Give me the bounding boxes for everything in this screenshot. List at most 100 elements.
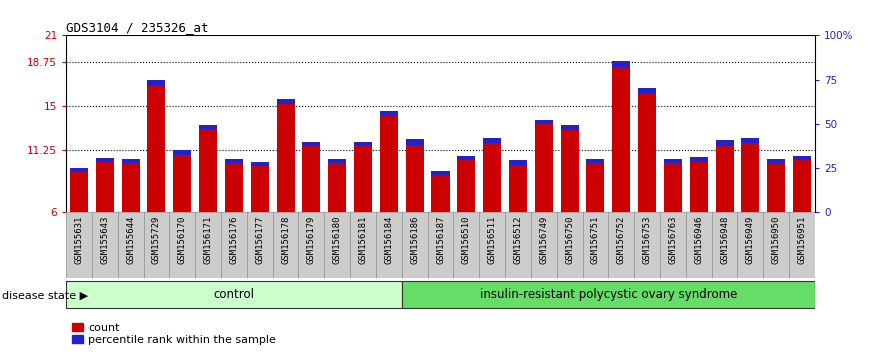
Legend: count, percentile rank within the sample: count, percentile rank within the sample bbox=[71, 323, 276, 345]
Bar bbox=[405, 139, 424, 144]
Bar bbox=[638, 88, 656, 94]
Bar bbox=[454, 212, 479, 278]
Bar bbox=[664, 159, 682, 164]
Text: GDS3104 / 235326_at: GDS3104 / 235326_at bbox=[66, 21, 209, 34]
Bar bbox=[302, 142, 321, 212]
Bar bbox=[432, 171, 449, 212]
Bar bbox=[690, 157, 707, 162]
Text: GSM156950: GSM156950 bbox=[772, 216, 781, 264]
Text: GSM156951: GSM156951 bbox=[797, 216, 806, 264]
Text: GSM156512: GSM156512 bbox=[514, 216, 522, 264]
Bar bbox=[690, 157, 707, 212]
Bar bbox=[402, 281, 815, 308]
Bar bbox=[638, 88, 656, 212]
Bar bbox=[350, 212, 376, 278]
Bar bbox=[560, 125, 579, 130]
Bar bbox=[612, 61, 630, 67]
Text: GSM155729: GSM155729 bbox=[152, 216, 161, 264]
Bar bbox=[505, 212, 531, 278]
Bar bbox=[277, 99, 294, 104]
Bar bbox=[741, 138, 759, 212]
Bar bbox=[509, 160, 527, 165]
Bar bbox=[225, 159, 243, 212]
Bar bbox=[609, 212, 634, 278]
Bar bbox=[793, 156, 811, 160]
Text: GSM156753: GSM156753 bbox=[642, 216, 652, 264]
Text: GSM156949: GSM156949 bbox=[746, 216, 755, 264]
Bar bbox=[712, 212, 737, 278]
Bar bbox=[328, 159, 346, 212]
Bar bbox=[715, 141, 734, 212]
Bar bbox=[380, 111, 398, 212]
Bar bbox=[531, 212, 557, 278]
Bar bbox=[737, 212, 763, 278]
Bar bbox=[169, 212, 196, 278]
Text: GSM156176: GSM156176 bbox=[229, 216, 239, 264]
Bar bbox=[685, 212, 712, 278]
Bar bbox=[660, 212, 685, 278]
Bar bbox=[272, 212, 299, 278]
Text: GSM155643: GSM155643 bbox=[100, 216, 109, 264]
Bar bbox=[354, 142, 372, 212]
Bar bbox=[147, 80, 166, 86]
Bar bbox=[582, 212, 609, 278]
Bar bbox=[767, 159, 785, 164]
Bar bbox=[66, 212, 92, 278]
Bar bbox=[793, 156, 811, 212]
Text: control: control bbox=[213, 288, 255, 301]
Text: GSM156178: GSM156178 bbox=[281, 216, 290, 264]
Text: GSM156751: GSM156751 bbox=[591, 216, 600, 264]
Bar bbox=[92, 212, 118, 278]
Bar bbox=[118, 212, 144, 278]
Bar bbox=[199, 125, 217, 129]
Text: GSM156181: GSM156181 bbox=[359, 216, 367, 264]
Text: GSM156170: GSM156170 bbox=[178, 216, 187, 264]
Bar bbox=[225, 159, 243, 164]
Text: insulin-resistant polycystic ovary syndrome: insulin-resistant polycystic ovary syndr… bbox=[479, 288, 737, 301]
Text: GSM156177: GSM156177 bbox=[255, 216, 264, 264]
Bar bbox=[634, 212, 660, 278]
Bar bbox=[174, 150, 191, 155]
Text: GSM156187: GSM156187 bbox=[436, 216, 445, 264]
Text: GSM156750: GSM156750 bbox=[565, 216, 574, 264]
Bar bbox=[324, 212, 350, 278]
Bar bbox=[457, 156, 476, 212]
Bar bbox=[587, 159, 604, 164]
Bar bbox=[376, 212, 402, 278]
Text: GSM156179: GSM156179 bbox=[307, 216, 316, 264]
Bar bbox=[251, 162, 269, 212]
Bar bbox=[299, 212, 324, 278]
Text: GSM156186: GSM156186 bbox=[411, 216, 419, 264]
Bar bbox=[96, 158, 114, 212]
Text: GSM155644: GSM155644 bbox=[126, 216, 135, 264]
Text: GSM156749: GSM156749 bbox=[539, 216, 548, 264]
Text: GSM156752: GSM156752 bbox=[617, 216, 626, 264]
Bar bbox=[587, 159, 604, 212]
Bar bbox=[557, 212, 582, 278]
Bar bbox=[741, 138, 759, 143]
Bar bbox=[432, 171, 449, 175]
Text: GSM156763: GSM156763 bbox=[669, 216, 677, 264]
Bar bbox=[302, 142, 321, 146]
Text: GSM156510: GSM156510 bbox=[462, 216, 470, 264]
Bar bbox=[70, 167, 88, 212]
Bar bbox=[560, 125, 579, 212]
Bar bbox=[147, 80, 166, 212]
Bar bbox=[122, 159, 140, 164]
Text: GSM155631: GSM155631 bbox=[75, 216, 84, 264]
Text: GSM156180: GSM156180 bbox=[333, 216, 342, 264]
Bar bbox=[427, 212, 454, 278]
Bar bbox=[767, 159, 785, 212]
Bar bbox=[380, 111, 398, 115]
Bar bbox=[483, 138, 501, 143]
Bar bbox=[277, 99, 294, 212]
Text: disease state ▶: disease state ▶ bbox=[2, 291, 88, 301]
Bar bbox=[66, 281, 402, 308]
Text: GSM156946: GSM156946 bbox=[694, 216, 703, 264]
Bar bbox=[354, 142, 372, 146]
Bar bbox=[664, 159, 682, 212]
Bar bbox=[144, 212, 169, 278]
Bar bbox=[483, 138, 501, 212]
Bar bbox=[221, 212, 247, 278]
Text: GSM156184: GSM156184 bbox=[384, 216, 393, 264]
